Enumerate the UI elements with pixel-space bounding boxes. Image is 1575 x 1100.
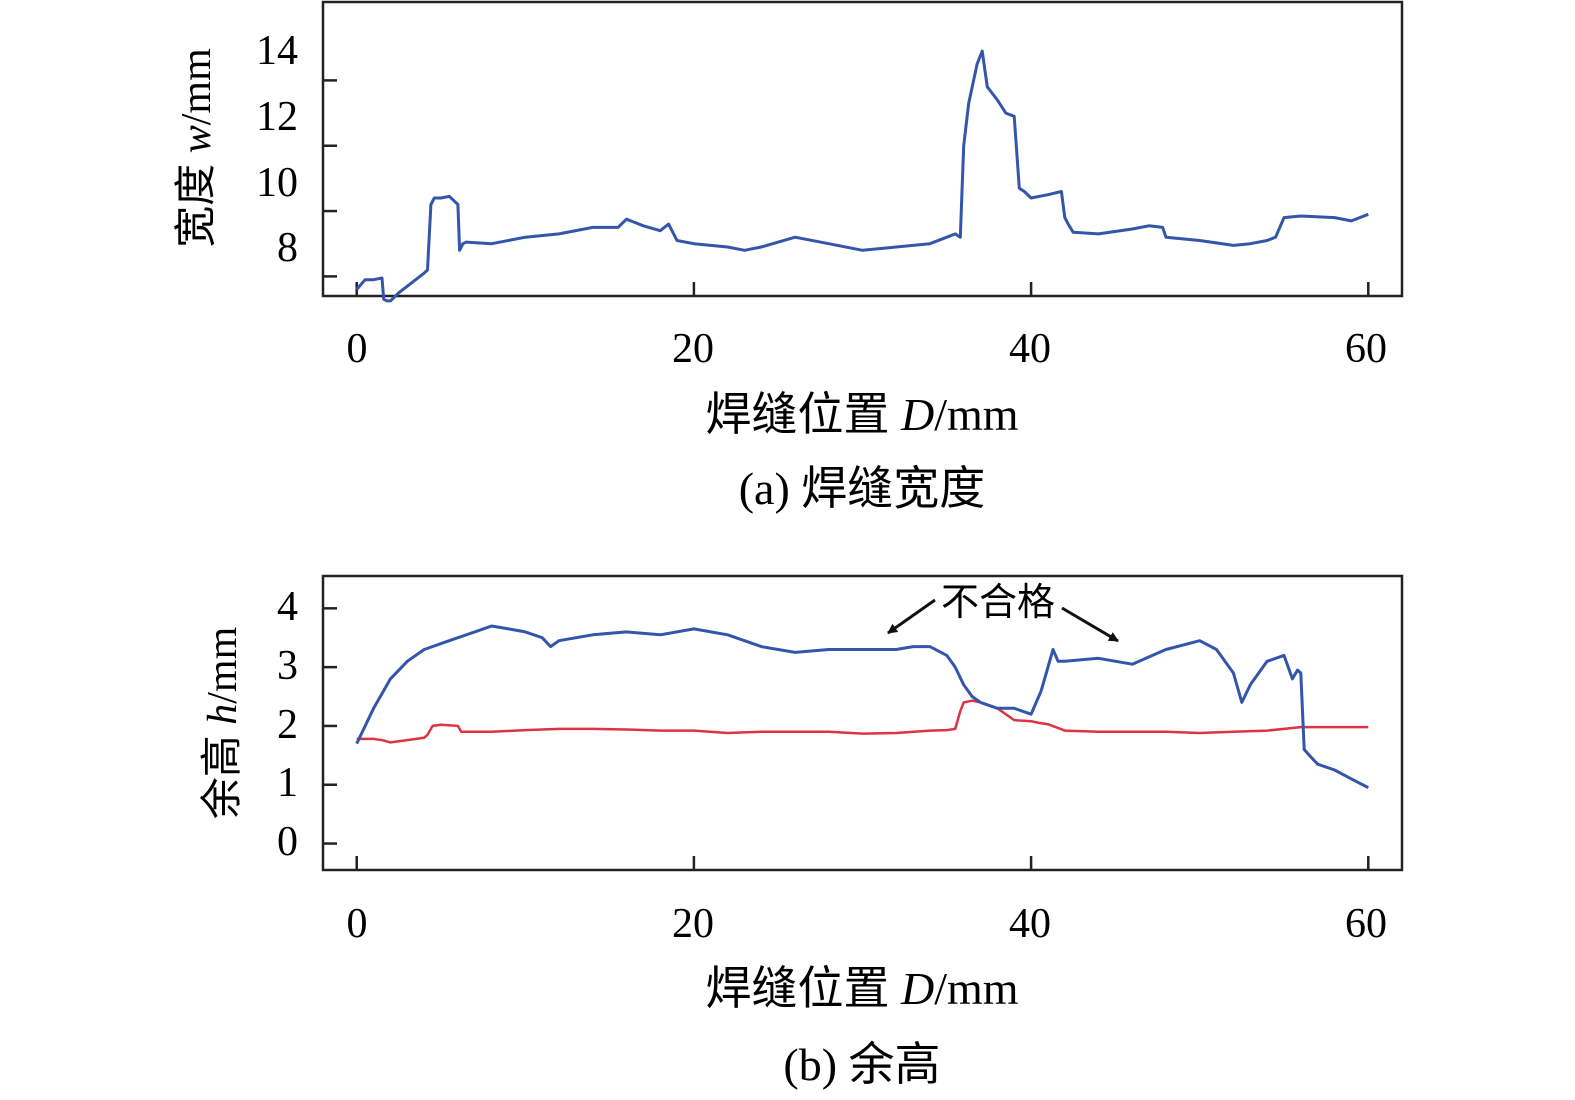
panel-a-ytick-10: 10 <box>256 160 298 206</box>
annotation-arrow-right <box>1061 606 1119 643</box>
panel-b-ytick-1: 1 <box>277 760 298 806</box>
panel-b-ticks <box>323 607 1370 870</box>
panel-b: 不合格 0 20 40 60 0 1 2 3 4 余高 h/mm 焊缝位置 D/… <box>199 574 1404 1090</box>
panel-b-ylabel: 余高 h/mm <box>199 626 246 819</box>
panel-b-ytick-4: 4 <box>277 584 298 630</box>
panel-b-ytick-3: 3 <box>277 643 298 689</box>
panel-b-xtick-60: 60 <box>1345 901 1387 947</box>
panel-b-xtick-20: 20 <box>672 901 714 947</box>
panel-b-xtick-40: 40 <box>1009 901 1051 947</box>
panel-a-xtick-20: 20 <box>672 326 714 372</box>
panel-b-xtick-0: 0 <box>347 901 368 947</box>
panel-a-ytick-12: 12 <box>256 94 298 140</box>
panel-b-reference-line <box>356 699 1369 744</box>
panel-a: 0 20 40 60 8 10 12 14 宽度 w/mm 焊缝位置 D/mm … <box>173 0 1404 514</box>
panel-a-xtick-0: 0 <box>347 326 368 372</box>
panel-a-ticks <box>323 79 1370 296</box>
panel-b-caption: (b) 余高 <box>783 1039 940 1090</box>
panel-a-plot-frame <box>321 0 1404 298</box>
panel-a-width-line <box>355 49 1369 303</box>
panel-a-ytick-8: 8 <box>277 225 298 271</box>
annotation-arrow-left <box>887 598 936 635</box>
panel-b-annotation: 不合格 <box>941 582 1055 624</box>
panel-b-height-line <box>355 624 1369 790</box>
panel-b-ytick-2: 2 <box>277 702 298 748</box>
panel-a-xtick-60: 60 <box>1345 326 1387 372</box>
panel-a-xtick-40: 40 <box>1009 326 1051 372</box>
panel-a-xlabel: 焊缝位置 D/mm <box>705 389 1018 440</box>
panel-a-caption: (a) 焊缝宽度 <box>739 463 986 514</box>
panel-a-ylabel: 宽度 w/mm <box>173 48 220 248</box>
panel-b-xlabel: 焊缝位置 D/mm <box>705 963 1018 1014</box>
panel-a-ytick-14: 14 <box>256 28 298 74</box>
panel-b-ytick-0: 0 <box>277 819 298 865</box>
panel-b-plot-frame <box>321 574 1404 872</box>
